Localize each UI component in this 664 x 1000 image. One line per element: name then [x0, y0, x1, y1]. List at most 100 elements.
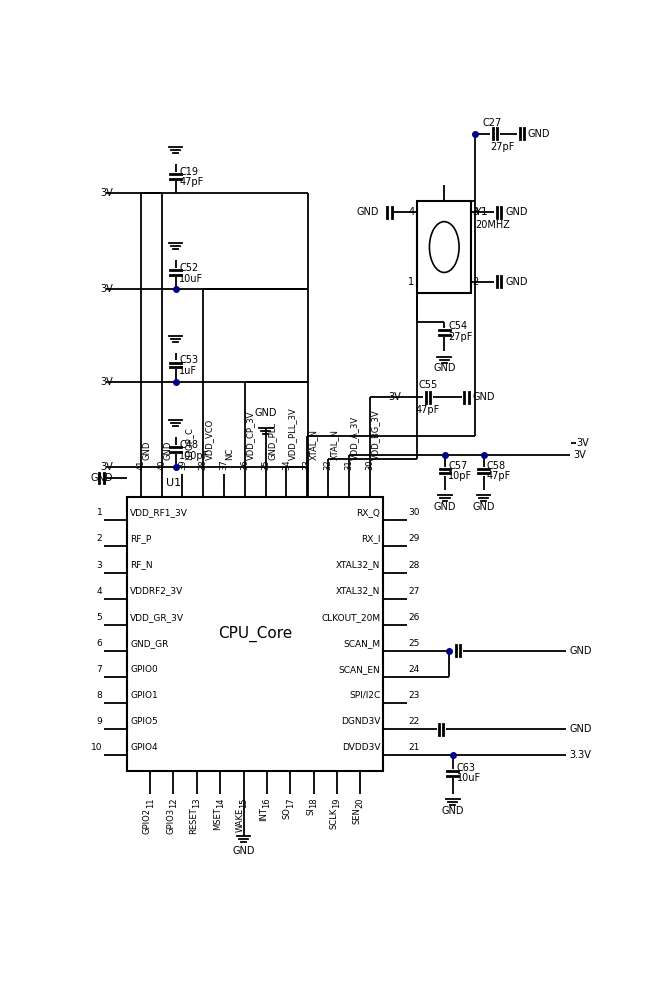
Text: 23: 23 — [408, 691, 420, 700]
Text: MSET: MSET — [212, 808, 222, 830]
Text: GND: GND — [472, 502, 495, 512]
Text: 1: 1 — [408, 277, 414, 287]
Text: C19: C19 — [179, 167, 199, 177]
Text: 40: 40 — [157, 460, 166, 470]
Bar — [127, 497, 383, 771]
Text: 1uF: 1uF — [179, 366, 197, 376]
Text: GND: GND — [232, 846, 255, 856]
Text: 21: 21 — [408, 743, 420, 752]
Text: VDDRF2_3V: VDDRF2_3V — [130, 587, 183, 596]
Text: GND: GND — [357, 207, 378, 217]
Text: C57: C57 — [448, 461, 467, 471]
Text: GPIO0: GPIO0 — [130, 665, 158, 674]
Text: RF_N: RF_N — [130, 561, 153, 570]
Text: 7: 7 — [97, 665, 102, 674]
Text: GPIO4: GPIO4 — [130, 743, 158, 752]
Text: VDD_CP_3V: VDD_CP_3V — [246, 411, 256, 460]
Text: 3.3V: 3.3V — [570, 750, 592, 760]
Text: VDD_VCO: VDD_VCO — [205, 419, 214, 460]
Text: GPIO3: GPIO3 — [166, 808, 175, 834]
Text: LOOP_C: LOOP_C — [184, 427, 193, 460]
Text: RX_Q: RX_Q — [357, 508, 380, 517]
Text: GND: GND — [570, 646, 592, 656]
Text: 30: 30 — [365, 460, 374, 470]
Text: SI: SI — [306, 808, 315, 815]
Text: 1: 1 — [97, 508, 102, 517]
Text: GND: GND — [163, 441, 172, 460]
Text: C63: C63 — [457, 763, 475, 773]
Text: SEN: SEN — [353, 808, 362, 824]
Text: 16: 16 — [262, 798, 272, 808]
Text: 27pF: 27pF — [491, 142, 515, 152]
Text: 4: 4 — [97, 587, 102, 596]
Text: DGND3V: DGND3V — [341, 717, 380, 726]
Text: 10pF: 10pF — [448, 471, 472, 481]
Text: C53: C53 — [179, 355, 199, 365]
Bar — [417, 201, 471, 293]
Text: VDD_A_3V: VDD_A_3V — [351, 416, 359, 460]
Text: VDD_BG_3V: VDD_BG_3V — [371, 410, 380, 460]
Text: CPU_Core: CPU_Core — [218, 626, 292, 642]
Text: XTAL32_N: XTAL32_N — [336, 561, 380, 570]
Text: 24: 24 — [408, 665, 419, 674]
Text: 17: 17 — [286, 798, 295, 808]
Text: 36: 36 — [240, 460, 249, 470]
Text: 35: 35 — [261, 460, 270, 470]
Text: C54: C54 — [448, 321, 467, 331]
Text: 34: 34 — [282, 460, 291, 470]
Text: RX_I: RX_I — [361, 534, 380, 543]
Text: GND: GND — [142, 441, 151, 460]
Text: 3V: 3V — [100, 284, 113, 294]
Text: 4: 4 — [408, 207, 414, 217]
Text: GND: GND — [505, 207, 528, 217]
Text: GND: GND — [527, 129, 550, 139]
Text: 3V: 3V — [576, 438, 589, 448]
Text: U1: U1 — [165, 478, 181, 488]
Text: 9: 9 — [97, 717, 102, 726]
Text: 10: 10 — [91, 743, 102, 752]
Text: C58: C58 — [487, 461, 506, 471]
Text: 10uF: 10uF — [457, 773, 481, 783]
Text: DVDD3V: DVDD3V — [342, 743, 380, 752]
Text: 5: 5 — [97, 613, 102, 622]
Text: GND: GND — [433, 363, 456, 373]
Text: 15: 15 — [239, 798, 248, 808]
Text: 27pF: 27pF — [448, 332, 473, 342]
Text: 22: 22 — [408, 717, 419, 726]
Text: 26: 26 — [408, 613, 420, 622]
Text: 41: 41 — [136, 460, 145, 470]
Text: 2: 2 — [97, 534, 102, 543]
Text: C55: C55 — [418, 379, 438, 389]
Text: 20: 20 — [356, 798, 365, 808]
Text: 14: 14 — [216, 798, 224, 808]
Text: SCAN_EN: SCAN_EN — [339, 665, 380, 674]
Text: 12: 12 — [169, 798, 178, 808]
Text: 19: 19 — [333, 798, 341, 808]
Text: 8: 8 — [97, 691, 102, 700]
Text: 28: 28 — [408, 561, 420, 570]
Text: C52: C52 — [179, 263, 199, 273]
Text: 100pF: 100pF — [179, 451, 210, 461]
Text: RESET: RESET — [189, 808, 199, 834]
Text: RF_P: RF_P — [130, 534, 151, 543]
Text: 18: 18 — [309, 798, 318, 808]
Text: 3V: 3V — [389, 392, 402, 402]
Text: 25: 25 — [408, 639, 420, 648]
Text: 38: 38 — [199, 460, 208, 470]
Text: SPI/I2C: SPI/I2C — [349, 691, 380, 700]
Text: 3: 3 — [97, 561, 102, 570]
Text: XTAL_N: XTAL_N — [309, 429, 318, 460]
Text: GND_GR: GND_GR — [130, 639, 169, 648]
Text: 47pF: 47pF — [416, 405, 440, 415]
Text: SCAN_M: SCAN_M — [343, 639, 380, 648]
Text: 6: 6 — [97, 639, 102, 648]
Text: 3: 3 — [473, 207, 479, 217]
Text: CLKOUT_20M: CLKOUT_20M — [321, 613, 380, 622]
Text: C48: C48 — [179, 440, 199, 450]
Text: GND: GND — [91, 473, 114, 483]
Text: 11: 11 — [145, 798, 155, 808]
Text: VDD_GR_3V: VDD_GR_3V — [130, 613, 184, 622]
Text: GND: GND — [473, 392, 495, 402]
Text: C27: C27 — [483, 118, 502, 128]
Text: VDD_PLL_3V: VDD_PLL_3V — [288, 408, 297, 460]
